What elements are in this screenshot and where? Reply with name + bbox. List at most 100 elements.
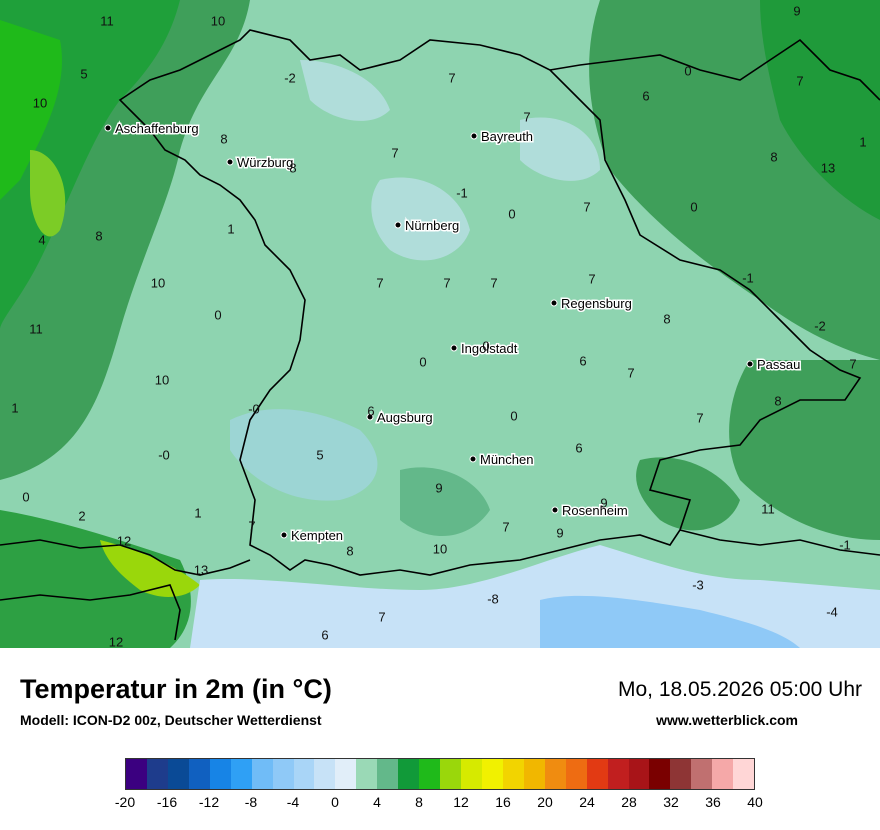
legend-tick-label: 32 xyxy=(663,794,679,810)
temperature-value: 10 xyxy=(33,95,47,110)
temperature-value: 11 xyxy=(100,13,114,28)
austria-border xyxy=(679,529,880,556)
temperature-value: 8 xyxy=(770,149,777,164)
temperature-value: 7 xyxy=(583,199,590,214)
temperature-value: 7 xyxy=(696,410,703,425)
legend-swatch xyxy=(356,759,378,789)
temperature-value: 11 xyxy=(761,501,775,516)
website-link[interactable]: www.wetterblick.com xyxy=(656,712,798,728)
temperature-value: 6 xyxy=(579,353,586,368)
temperature-value: 0 xyxy=(510,408,517,423)
temperature-value: -0 xyxy=(248,401,260,416)
temperature-field xyxy=(0,0,880,648)
city-label: Passau xyxy=(757,357,800,372)
city-marker xyxy=(366,413,374,421)
city-marker xyxy=(746,360,754,368)
temperature-value: 0 xyxy=(684,63,691,78)
valid-datetime: Mo, 18.05.2026 05:00 Uhr xyxy=(617,678,862,701)
temperature-value: 8 xyxy=(346,543,353,558)
legend-swatch xyxy=(565,759,587,789)
map-title: Temperatur in 2m (in °C) xyxy=(20,674,332,704)
temperature-value: -1 xyxy=(456,185,468,200)
city-label: Kempten xyxy=(291,528,343,543)
city-label: Rosenheim xyxy=(562,503,628,518)
temperature-value: 7 xyxy=(796,73,803,88)
legend-swatch xyxy=(670,759,692,789)
legend-swatch xyxy=(377,759,399,789)
footer: Temperatur in 2m (in °C) Modell: ICON-D2… xyxy=(0,648,880,830)
temperature-value: 10 xyxy=(433,541,447,556)
legend-swatch xyxy=(335,759,357,789)
city-marker xyxy=(450,344,458,352)
temperature-value: -2 xyxy=(814,318,826,333)
temperature-value: 8 xyxy=(774,393,781,408)
legend-swatch xyxy=(209,759,231,789)
legend-swatch xyxy=(649,759,671,789)
temperature-value: 5 xyxy=(80,66,87,81)
temperature-value: 7 xyxy=(376,275,383,290)
legend-tick-label: -20 xyxy=(114,794,136,810)
temperature-value: 0 xyxy=(214,307,221,322)
borders xyxy=(0,29,880,641)
temperature-value: 2 xyxy=(78,508,85,523)
legend-tick-label: 20 xyxy=(537,794,553,810)
city-marker xyxy=(104,124,112,132)
legend-swatch xyxy=(586,759,608,789)
temperature-value: -1 xyxy=(742,270,754,285)
legend-swatch xyxy=(188,759,210,789)
temperature-value: 11 xyxy=(29,321,43,336)
color-legend xyxy=(125,758,755,790)
temperature-value: 8 xyxy=(289,160,296,175)
city-label: Würzburg xyxy=(237,155,293,170)
legend-swatch xyxy=(691,759,713,789)
temperature-value: -4 xyxy=(826,604,838,619)
temperature-value: 0 xyxy=(482,338,489,353)
temperature-value: 13 xyxy=(194,562,208,577)
temperature-value: 12 xyxy=(117,533,131,548)
temperature-value: 8 xyxy=(220,131,227,146)
city-label: Augsburg xyxy=(377,410,433,425)
temperature-value: 7 xyxy=(588,271,595,286)
east-border xyxy=(549,38,880,101)
city-marker xyxy=(551,506,559,514)
city-label: Ingolstadt xyxy=(461,341,518,356)
legend-swatch xyxy=(126,759,147,789)
temperature-value: 6 xyxy=(575,440,582,455)
city-marker xyxy=(470,132,478,140)
temperature-value: 7 xyxy=(627,365,634,380)
city-label: Regensburg xyxy=(561,296,632,311)
legend-swatch xyxy=(461,759,482,789)
temperature-value: 8 xyxy=(663,311,670,326)
legend-swatch xyxy=(146,759,168,789)
city-labels: Aschaffenburg Würzburg Bayreuth Nürnberg Reg… xyxy=(104,120,802,545)
legend-tick-label: 0 xyxy=(331,794,339,810)
legend-swatch xyxy=(544,759,566,789)
legend-swatch xyxy=(293,759,315,789)
temperature-value: 10 xyxy=(151,275,165,290)
temperature-value: 1 xyxy=(194,505,201,520)
temperature-value: 9 xyxy=(600,495,607,510)
legend-swatch xyxy=(440,759,461,789)
temperature-value: 4 xyxy=(38,232,45,247)
temperature-value: -8 xyxy=(487,591,499,606)
legend-tick-label: 24 xyxy=(579,794,595,810)
legend-swatch xyxy=(314,759,336,789)
temperature-value: 7 xyxy=(502,519,509,534)
city-marker xyxy=(394,221,402,229)
temperature-value: 9 xyxy=(435,480,442,495)
legend-tick-label: 28 xyxy=(621,794,637,810)
legend-tick-label: 8 xyxy=(415,794,423,810)
temperature-value: 7 xyxy=(523,109,530,124)
temperature-value: -2 xyxy=(284,70,296,85)
temperature-value: 9 xyxy=(793,3,800,18)
temperature-value: 9 xyxy=(556,525,563,540)
temperature-value: 1 xyxy=(11,400,18,415)
swiss-border xyxy=(0,584,181,641)
legend-tick-label: -4 xyxy=(286,794,300,810)
legend-tick-label: 16 xyxy=(495,794,511,810)
bavaria-border xyxy=(118,29,862,576)
temperature-value: 0 xyxy=(690,199,697,214)
legend-swatch xyxy=(607,759,629,789)
temperature-value: 0 xyxy=(419,354,426,369)
